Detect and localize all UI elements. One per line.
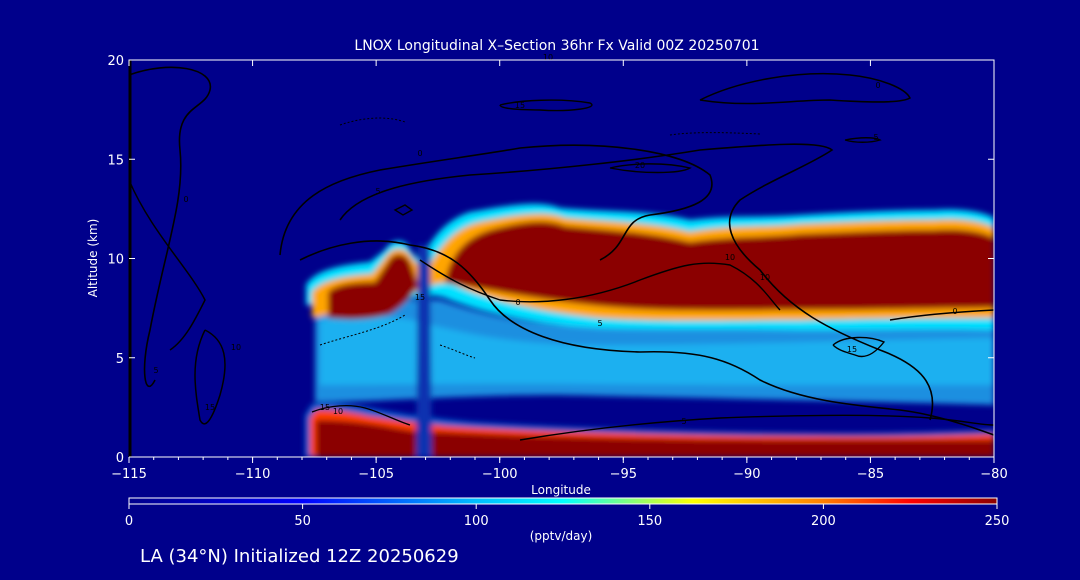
contour-line (439, 344, 476, 359)
contour-label: 10 (333, 407, 343, 416)
contour-label: 15 (320, 403, 330, 412)
contour-line (519, 414, 994, 441)
contour-label: 15 (515, 101, 525, 110)
contour-label: 5 (681, 417, 686, 426)
contour-label: 5 (873, 133, 878, 142)
contour-label: 10 (543, 53, 553, 62)
colorbar-label: (pptv/day) (530, 529, 593, 543)
x-tick-label: −115 (111, 467, 147, 482)
y-axis-label: Altitude (km) (86, 219, 100, 298)
colorbar-tick-label: 150 (637, 514, 662, 529)
field-layer (328, 254, 418, 320)
contour-line (393, 204, 414, 216)
x-tick-label: −80 (980, 467, 1007, 482)
contour-label: 0 (875, 81, 880, 90)
x-tick-label: −85 (857, 467, 884, 482)
x-tick-label: −95 (610, 467, 637, 482)
contour-line (299, 240, 994, 436)
x-axis: −115 −110 −105 −100 −95 −90 −85 −80 (111, 60, 1008, 482)
contour-line (669, 132, 761, 136)
x-tick-label: −110 (235, 467, 271, 482)
contour-label: 15 (847, 345, 857, 354)
contour-label: 5 (375, 187, 380, 196)
contour-line (499, 99, 593, 112)
contour-label: 20 (635, 161, 645, 170)
contour-line (319, 314, 406, 346)
x-axis-label: Longitude (531, 483, 591, 497)
colorbar-tick-label: 50 (294, 514, 311, 529)
contour-lines (129, 66, 994, 441)
contour-label: 0 (515, 298, 520, 307)
y-tick-label: 5 (116, 352, 124, 367)
shaded-field (305, 203, 994, 457)
contour-line (194, 329, 226, 425)
x-tick-label: −90 (733, 467, 760, 482)
contour-label: 10 (231, 343, 241, 352)
contour-label: 0 (417, 149, 422, 158)
contour-label: 10 (760, 273, 770, 282)
contour-line (129, 179, 206, 351)
contour-line (311, 405, 411, 426)
y-tick-label: 15 (107, 153, 124, 168)
field-layer (316, 420, 994, 457)
field-layer (445, 221, 994, 311)
x-tick-label: −105 (358, 467, 394, 482)
colorbar-tick-label: 200 (811, 514, 836, 529)
contour-label: 10 (725, 253, 735, 262)
field-layer (416, 245, 432, 457)
field-layer (320, 316, 994, 385)
contour-line (419, 259, 781, 311)
contour-line (609, 163, 692, 174)
contour-line (889, 309, 994, 321)
contour-line (699, 72, 911, 105)
chart-title: LNOX Longitudinal X–Section 36hr Fx Vali… (354, 38, 759, 54)
y-tick-label: 10 (107, 253, 124, 268)
contour-label: 5 (153, 366, 158, 375)
contour-label: 0 (952, 307, 957, 316)
contour-line (279, 144, 713, 261)
colorbar-tick-label: 0 (125, 514, 133, 529)
contour-line (844, 137, 882, 143)
colorbar (128, 497, 998, 505)
contour-line (129, 66, 211, 388)
contour-line (832, 336, 886, 358)
colorbar-tick-label: 250 (985, 514, 1010, 529)
contour-label: 5 (597, 319, 602, 328)
y-tick-label: 20 (107, 54, 124, 69)
run-info: LA (34°N) Initialized 12Z 20250629 (140, 546, 459, 567)
contour-label: 0 (183, 195, 188, 204)
contour-line (339, 117, 406, 126)
x-tick-label: −100 (482, 467, 518, 482)
colorbar-tick-label: 100 (464, 514, 489, 529)
contour-label: 15 (205, 403, 215, 412)
contour-label: 15 (415, 293, 425, 302)
field-layers (305, 203, 994, 457)
colorbar-ticks: 0 50 100 150 200 250 (125, 504, 1010, 529)
y-tick-label: 0 (116, 451, 124, 466)
